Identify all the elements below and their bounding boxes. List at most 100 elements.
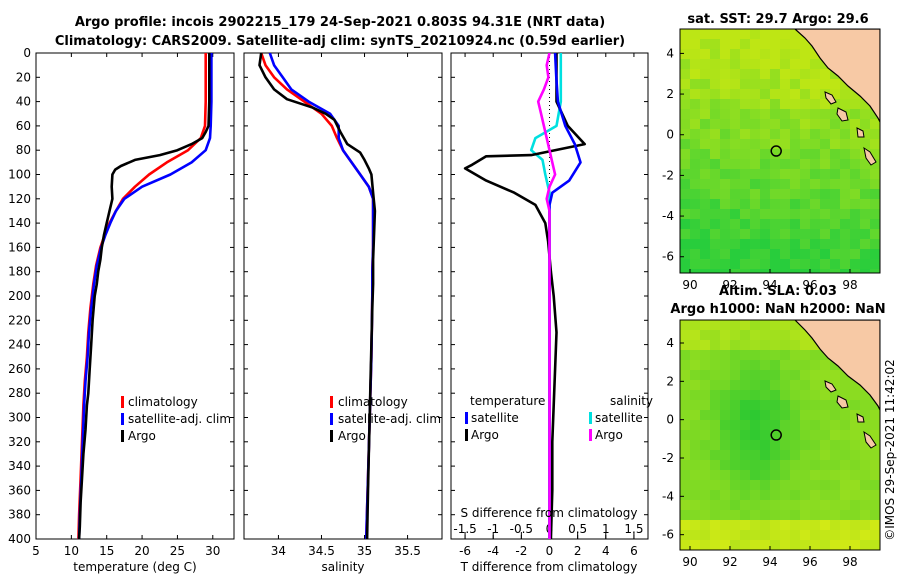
heatmap-cell — [710, 520, 721, 531]
heatmap-cell — [750, 69, 761, 80]
heatmap-cell — [780, 520, 791, 531]
heatmap-cell — [780, 330, 791, 341]
heatmap-cell — [820, 149, 831, 160]
heatmap-cell — [820, 430, 831, 441]
heatmap-cell — [760, 370, 771, 381]
heatmap-cell — [680, 500, 691, 511]
legend-swatch-satellite — [121, 413, 124, 425]
depth-tick-label: 60 — [16, 119, 31, 133]
difference-lines — [463, 53, 587, 539]
heatmap-cell — [770, 390, 781, 401]
heatmap-cell — [870, 189, 880, 200]
heatmap-cell — [700, 390, 711, 401]
depth-tick-label: 340 — [8, 459, 31, 473]
depth-tick-label: 320 — [8, 435, 31, 449]
heatmap-cell — [750, 249, 761, 260]
heatmap-cell — [800, 390, 811, 401]
heatmap-cell — [680, 320, 691, 331]
heatmap-cell — [690, 179, 701, 190]
heatmap-cell — [850, 470, 861, 481]
island-shape — [824, 91, 837, 105]
heatmap-cell — [830, 360, 841, 371]
heatmap-cell — [720, 430, 731, 441]
temperature-lines — [77, 53, 213, 539]
heatmap-cell — [810, 350, 821, 361]
heatmap-cell — [740, 370, 751, 381]
heatmap-cell — [680, 169, 691, 180]
heatmap-cell — [750, 430, 761, 441]
heatmap-cell — [740, 99, 751, 110]
series-line-salinity-argo — [536, 53, 557, 539]
heatmap-cell — [690, 39, 701, 50]
heatmap-cell — [690, 29, 701, 40]
heatmap-cell — [740, 29, 751, 40]
heatmap-cell — [840, 129, 851, 140]
map-y-tick-label: 0 — [666, 128, 674, 142]
heatmap-cell — [740, 199, 751, 210]
heatmap-cell — [680, 149, 691, 160]
heatmap-cell — [730, 59, 741, 70]
heatmap-cell — [780, 139, 791, 150]
heatmap-cell — [780, 219, 791, 230]
heatmap-cell — [710, 29, 721, 40]
heatmap-cell — [680, 460, 691, 471]
heatmap-cell — [740, 320, 751, 331]
heatmap-cell — [820, 229, 831, 240]
map-x-tick-label: 94 — [762, 278, 777, 292]
heatmap-cell — [770, 500, 781, 511]
heatmap-cell — [800, 239, 811, 250]
heatmap-cell — [850, 89, 861, 100]
heatmap-cell — [830, 99, 841, 110]
heatmap-cell — [820, 169, 831, 180]
heatmap-cell — [750, 119, 761, 130]
heatmap-cell — [810, 49, 821, 60]
heatmap-cell — [690, 109, 701, 120]
heatmap-cell — [800, 520, 811, 531]
heatmap-cell — [680, 420, 691, 431]
x-tick-label: 35.5 — [394, 544, 421, 558]
argo-float-marker — [770, 429, 782, 441]
heatmap-cell — [740, 39, 751, 50]
heatmap-cell — [850, 410, 861, 421]
heatmap-cell — [870, 119, 880, 130]
heatmap-cell — [750, 520, 761, 531]
heatmap-cell — [800, 49, 811, 60]
heatmap-cell — [720, 380, 731, 391]
heatmap-cell — [820, 520, 831, 531]
heatmap-cell — [810, 189, 821, 200]
heatmap-cell — [690, 510, 701, 521]
heatmap-cell — [720, 530, 731, 541]
heatmap-cell — [780, 169, 791, 180]
x-tick-label: -4 — [487, 544, 499, 558]
heatmap-cell — [730, 239, 741, 250]
island-shape — [836, 395, 849, 409]
heatmap-cell — [770, 229, 781, 240]
heatmap-cell — [680, 99, 691, 110]
heatmap-cell — [710, 179, 721, 190]
heatmap-cell — [710, 229, 721, 240]
heatmap-cell — [750, 320, 761, 331]
heatmap-cell — [830, 380, 841, 391]
heatmap-cell — [780, 209, 791, 220]
heatmap-cell — [760, 59, 771, 70]
heatmap-cell — [720, 249, 731, 260]
heatmap-cell — [690, 259, 701, 270]
heatmap-cell — [820, 269, 831, 273]
heatmap-cell — [800, 400, 811, 411]
depth-tick-label: 0 — [23, 46, 31, 60]
heatmap-cell — [820, 370, 831, 381]
heatmap-cell — [690, 460, 701, 471]
heatmap-cell — [680, 59, 691, 70]
heatmap-cell — [680, 79, 691, 90]
difference-legend: temperature satellite Argo salinity sate… — [465, 394, 653, 442]
heatmap-cell — [860, 99, 871, 110]
heatmap-cell — [690, 149, 701, 160]
heatmap-cell — [690, 380, 701, 391]
heatmap-cell — [720, 179, 731, 190]
heatmap-cell — [820, 410, 831, 421]
heatmap-cell — [860, 199, 871, 210]
heatmap-cell — [790, 119, 801, 130]
heatmap-cell — [810, 179, 821, 190]
heatmap-cell — [870, 460, 880, 471]
heatmap-cell — [790, 209, 801, 220]
